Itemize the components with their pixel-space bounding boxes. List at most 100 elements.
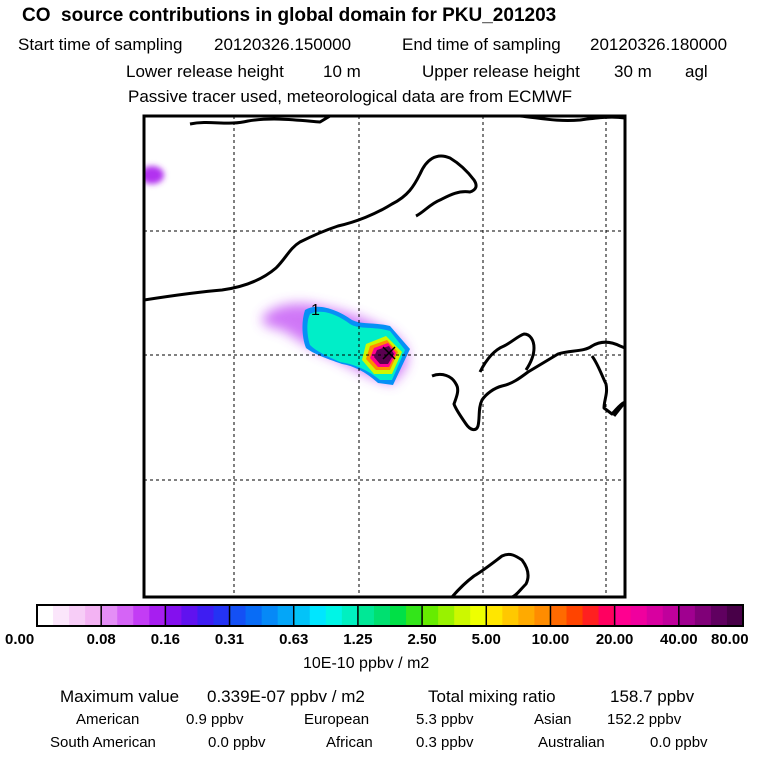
end-time-value: 20120326.180000 — [590, 35, 728, 54]
colorbar-tick-label: 0.00 — [5, 631, 35, 648]
plume-west-edge — [144, 166, 164, 184]
colorbar-swatch — [710, 605, 728, 626]
colorbar-tick-label: 0.08 — [86, 631, 116, 648]
colorbar-swatch — [133, 605, 150, 626]
lower-release-value: 10 m — [323, 62, 361, 81]
colorbar-swatch — [277, 605, 295, 626]
colorbar-units: 10E-10 ppbv / m2 — [303, 655, 430, 672]
contribution-label: American — [76, 711, 140, 728]
colorbar-swatch — [694, 605, 712, 626]
colorbar-swatch — [181, 605, 199, 626]
coastline-main — [144, 154, 478, 302]
colorbar-swatches — [37, 605, 744, 626]
start-time-label: Start time of sampling — [18, 35, 183, 54]
colorbar-frame — [36, 604, 744, 627]
colorbar-swatch — [117, 605, 134, 626]
colorbar-swatch — [534, 605, 552, 626]
colorbar-tick-label: 0.31 — [214, 631, 245, 648]
colorbar-swatch — [37, 605, 54, 626]
contribution-value: 5.3 ppbv — [416, 711, 474, 728]
map-frame — [142, 114, 627, 599]
contribution-value: 0.0 ppbv — [208, 734, 266, 751]
colorbar-swatch — [245, 605, 263, 626]
contribution-label: South American — [50, 734, 156, 751]
colorbar-swatch — [582, 605, 600, 626]
colorbar-swatch — [422, 605, 439, 626]
colorbar-swatch — [502, 605, 519, 626]
colorbar-swatch — [101, 605, 118, 626]
contribution-label: European — [304, 711, 370, 728]
coastline-south — [450, 552, 530, 597]
colorbar-swatch — [646, 605, 664, 626]
x-marker-icon — [382, 346, 396, 360]
map-grid — [144, 116, 625, 597]
coastline-north — [189, 116, 331, 126]
colorbar-swatch — [341, 605, 359, 626]
lower-release-label: Lower release height — [126, 62, 284, 81]
colorbar-swatch — [261, 605, 279, 626]
total-mixing-ratio-label: Total mixing ratio — [428, 687, 556, 706]
contribution-label: Australian — [538, 734, 605, 751]
colorbar-tick-label: 0.16 — [150, 631, 180, 648]
concentration-plume — [144, 166, 410, 385]
max-value-label: Maximum value — [60, 687, 180, 706]
colorbar-tick-label: 20.00 — [595, 631, 634, 648]
colorbar-swatch — [149, 605, 166, 626]
coastline-east — [590, 355, 625, 416]
contribution-value: 0.0 ppbv — [650, 734, 708, 751]
colorbar-tick-label: 2.50 — [407, 631, 437, 648]
colorbar-swatch — [53, 605, 70, 626]
colorbar-tick-label: 0.63 — [279, 631, 309, 648]
colorbar-swatch — [85, 605, 102, 626]
colorbar-swatch — [390, 605, 407, 626]
colorbar-swatch — [406, 605, 423, 626]
colorbar-swatch — [293, 605, 311, 626]
coastline-bay — [431, 340, 625, 432]
start-time-value: 20120326.150000 — [214, 35, 352, 54]
plot-title: CO source contributions in global domain… — [22, 5, 557, 26]
colorbar-swatch — [357, 605, 375, 626]
site-marker-label: 1 — [311, 302, 320, 319]
colorbar-swatch — [229, 605, 247, 626]
total-mixing-ratio-value: 158.7 ppbv — [610, 687, 695, 706]
colorbar-swatch — [518, 605, 536, 626]
contribution-label: African — [326, 734, 373, 751]
max-value: 0.339E-07 ppbv / m2 — [207, 687, 365, 706]
contribution-value: 152.2 ppbv — [607, 711, 682, 728]
colorbar-swatch — [566, 605, 584, 626]
colorbar-swatch — [614, 605, 632, 626]
colorbar-swatch — [373, 605, 391, 626]
colorbar-swatch — [630, 605, 648, 626]
colorbar-swatch — [598, 605, 616, 626]
colorbar-tick-label: 1.25 — [343, 631, 373, 648]
colorbar-swatch — [325, 605, 343, 626]
colorbar-tick-label: 10.00 — [531, 631, 570, 648]
contribution-label: Asian — [534, 711, 572, 728]
coastline-peninsula — [478, 332, 536, 373]
colorbar-swatch — [726, 605, 744, 626]
colorbar-tick-label: 5.00 — [471, 631, 501, 648]
colorbar-swatch — [470, 605, 487, 626]
colorbar-swatch — [678, 605, 696, 626]
colorbar-dividers — [100, 605, 680, 626]
colorbar-swatch — [454, 605, 471, 626]
upper-release-value: 30 m — [614, 62, 652, 81]
colorbar-swatch — [486, 605, 503, 626]
colorbar-swatch — [69, 605, 86, 626]
upper-release-unit: agl — [685, 62, 708, 81]
colorbar-swatch — [550, 605, 568, 626]
colorbar-swatch — [662, 605, 680, 626]
contribution-value: 0.3 ppbv — [416, 734, 474, 751]
colorbar-swatch — [309, 605, 327, 626]
coastline-east-tip — [612, 401, 625, 417]
colorbar-tick-label: 40.00 — [660, 631, 698, 648]
colorbar-swatch — [438, 605, 455, 626]
colorbar-tick-label: 80.00 — [711, 631, 749, 648]
end-time-label: End time of sampling — [402, 35, 561, 54]
coastlines — [144, 116, 625, 597]
tracer-note: Passive tracer used, meteorological data… — [128, 87, 573, 106]
colorbar-swatch — [165, 605, 183, 626]
contribution-value: 0.9 ppbv — [186, 711, 244, 728]
